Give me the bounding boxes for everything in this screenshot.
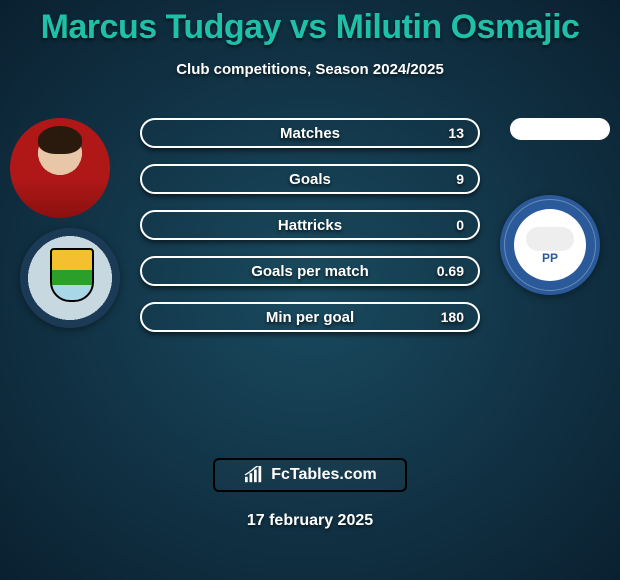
stat-label: Matches [280,125,340,142]
stat-row-hattricks: Hattricks 0 [140,210,480,240]
stat-row-mpg: Min per goal 180 [140,302,480,332]
stat-label: Goals per match [251,263,369,280]
stat-value-right: 13 [448,125,464,141]
chart-icon [243,466,265,484]
right-column [500,118,620,295]
stat-row-matches: Matches 13 [140,118,480,148]
brand-box: FcTables.com [213,458,407,492]
left-column [0,118,120,328]
content-area: Matches 13 Goals 9 Hattricks 0 Goals per… [0,118,620,448]
club-left-logo [20,228,120,328]
stat-value-right: 9 [456,171,464,187]
stat-row-gpm: Goals per match 0.69 [140,256,480,286]
stat-label: Hattricks [278,217,342,234]
footer: FcTables.com 17 february 2025 [0,458,620,530]
player-right-photo [510,118,610,140]
stats-table: Matches 13 Goals 9 Hattricks 0 Goals per… [140,118,480,332]
stat-label: Min per goal [266,309,354,326]
stat-row-goals: Goals 9 [140,164,480,194]
page-title: Marcus Tudgay vs Milutin Osmajic [0,0,620,47]
club-right-logo [500,195,600,295]
date-text: 17 february 2025 [0,512,620,530]
player-left-photo [10,118,110,218]
brand-text: FcTables.com [271,466,377,484]
stat-value-right: 180 [441,309,464,325]
stat-value-right: 0.69 [437,263,464,279]
stat-value-right: 0 [456,217,464,233]
subtitle: Club competitions, Season 2024/2025 [0,61,620,78]
stat-label: Goals [289,171,331,188]
